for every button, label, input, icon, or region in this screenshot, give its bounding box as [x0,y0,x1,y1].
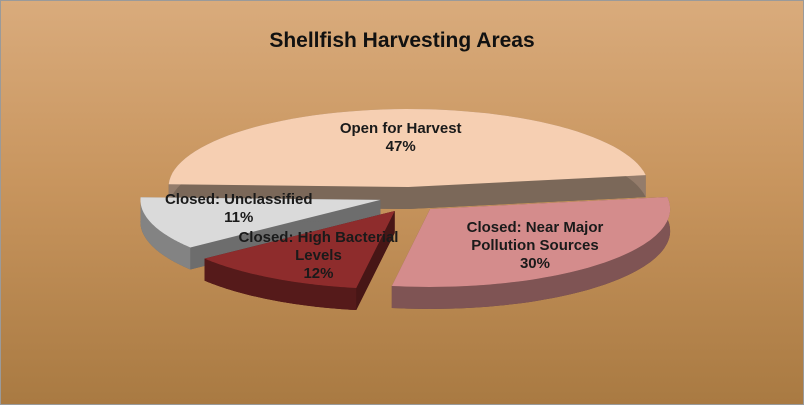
slice-side [204,258,357,310]
slice-side [356,211,395,310]
chart-title: Shellfish Harvesting Areas [269,29,535,52]
slice-name: Closed: Unclassified [164,190,313,208]
slice-side [391,197,671,309]
slice-label: Closed: Near Major Pollution Sources 30% [450,219,620,273]
slice-name: Closed: Near Major Pollution Sources [466,219,604,255]
slice-name: Open for Harvest [339,120,462,138]
slice-value: 30% [519,255,550,273]
slice-side [140,197,191,270]
slice-label: Closed: Unclassified 11% [154,191,324,227]
slice-value: 11% [224,208,254,226]
slice [204,211,395,288]
slice-value: 12% [303,264,334,282]
slice [140,197,381,248]
slice [168,109,646,187]
slice-name: Closed: High Bacterial Levels [238,228,399,264]
slice-side [408,175,646,209]
slice [391,197,671,287]
slice-value: 47% [385,138,416,156]
slice-label: Open for Harvest 47% [316,120,486,156]
slice-label: Closed: High Bacterial Levels 12% [233,229,403,283]
